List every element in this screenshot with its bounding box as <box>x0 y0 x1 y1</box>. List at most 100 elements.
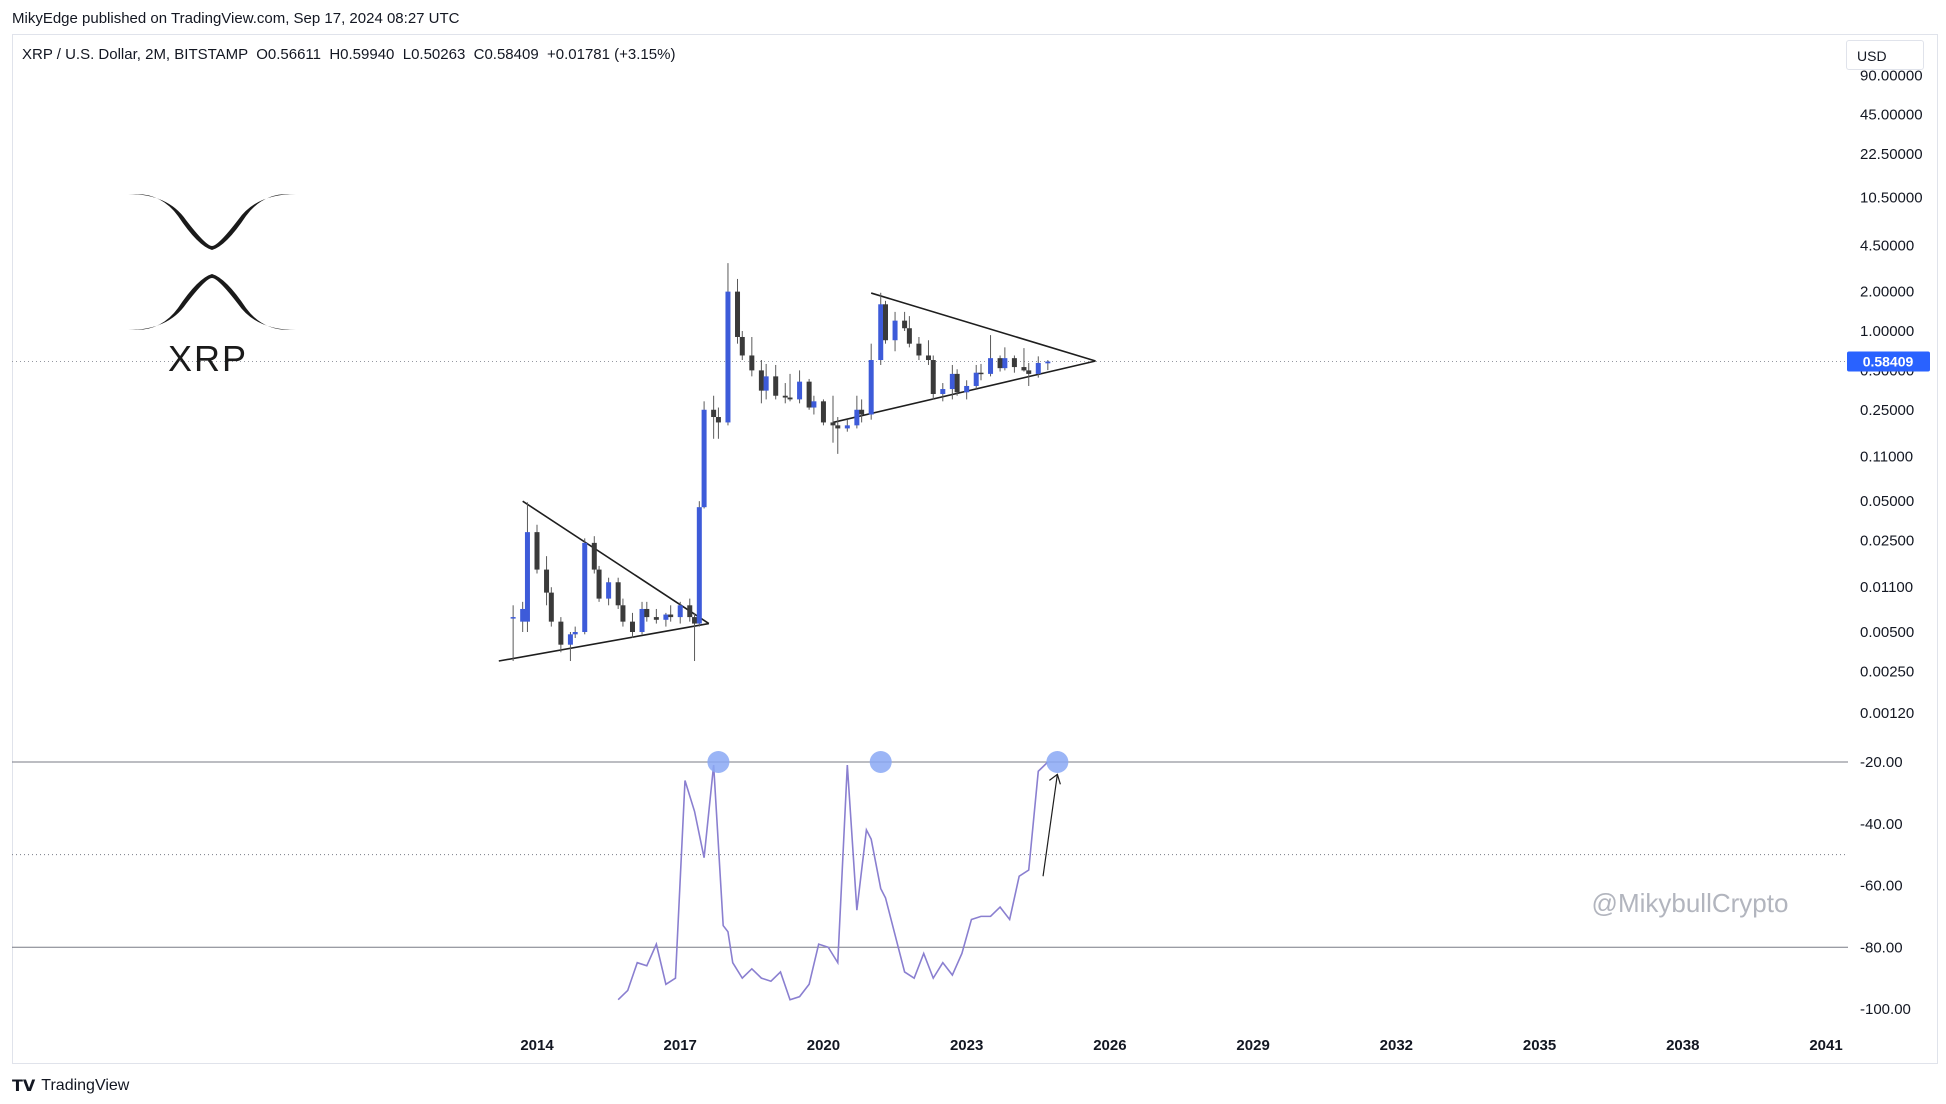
logo-text: XRP <box>168 338 248 379</box>
candle-up <box>663 614 669 620</box>
current-price-tag: 0.58409 <box>1847 351 1930 372</box>
time-tick-label: 2032 <box>1380 1037 1413 1054</box>
candle-up <box>725 291 731 423</box>
candle-down <box>925 355 931 361</box>
candle-up <box>510 617 516 619</box>
trendlines <box>498 292 1096 662</box>
osc-tick-label: -80.00 <box>1860 939 1903 956</box>
candle-down <box>629 621 635 632</box>
candle-down <box>916 343 922 356</box>
candle-up <box>677 605 683 618</box>
candle-up <box>940 389 946 394</box>
candle-up <box>844 425 850 429</box>
price-tick-label: 0.01100 <box>1860 579 1913 596</box>
candle-up <box>520 608 526 622</box>
projection-arrow-line <box>1042 774 1058 877</box>
candle-up <box>854 409 860 426</box>
candle-down <box>1011 358 1017 368</box>
price-tick-label: 22.50000 <box>1860 146 1923 163</box>
candle-up <box>811 401 817 408</box>
candle-down <box>758 370 764 391</box>
candle-down <box>773 376 779 396</box>
time-tick-label: 2020 <box>807 1037 840 1054</box>
candle-down <box>1021 367 1027 371</box>
time-axis: 2014 2017 2020 2023 2026 2029 2032 2035 2038 2041 <box>520 1037 1842 1054</box>
candle-down <box>835 425 841 429</box>
candle-down <box>902 320 908 329</box>
candle-up <box>567 634 573 645</box>
price-tick-label: 90.00000 <box>1860 67 1923 84</box>
candle-down <box>954 373 960 393</box>
candle-up <box>582 542 588 632</box>
currency-selector[interactable]: USD <box>1846 40 1924 70</box>
candle-down <box>692 617 698 624</box>
price-tick-label: 0.00500 <box>1860 624 1914 641</box>
time-tick-label: 2029 <box>1236 1037 1269 1054</box>
candle-down <box>596 569 602 599</box>
triangle-1-upper <box>522 500 710 625</box>
price-tick-label: 0.05000 <box>1860 493 1914 510</box>
candle-up <box>1045 361 1051 364</box>
price-tick-label: 0.25000 <box>1860 402 1914 419</box>
oscillator-line <box>617 761 1049 1001</box>
candle-up <box>696 507 702 624</box>
candle-up <box>1002 358 1008 369</box>
peak-marker <box>869 751 892 773</box>
candle-down <box>806 381 812 408</box>
candle-down <box>715 417 721 423</box>
price-tick-label: 4.50000 <box>1860 238 1914 255</box>
footer[interactable]: 𝗧𝗩 TradingView <box>12 1076 129 1096</box>
candle-up <box>797 381 803 400</box>
candle-up <box>892 320 898 341</box>
price-tick-label: 1.00000 <box>1860 323 1914 340</box>
candle-down <box>859 409 865 415</box>
candles <box>510 263 1051 662</box>
candle-down <box>997 358 1003 369</box>
price-tick-label: 0.00250 <box>1860 663 1914 680</box>
candle-up <box>949 373 955 390</box>
candle-down <box>644 608 650 618</box>
candle-down <box>749 355 755 371</box>
price-tick-label: 10.50000 <box>1860 189 1923 206</box>
candle-down <box>687 605 693 618</box>
time-tick-label: 2017 <box>664 1037 697 1054</box>
candle-down <box>615 582 621 606</box>
osc-tick-label: -100.00 <box>1860 1001 1911 1018</box>
time-tick-label: 2041 <box>1809 1037 1842 1054</box>
price-tag-bg <box>1847 351 1930 372</box>
candle-down <box>1026 370 1032 374</box>
candle-up <box>606 582 612 599</box>
price-tick-label: 2.00000 <box>1860 284 1914 301</box>
candle-down <box>978 372 984 375</box>
candle-down <box>668 614 674 618</box>
watermark: @MikybullCrypto <box>1592 888 1789 918</box>
time-tick-label: 2014 <box>520 1037 554 1054</box>
price-axis: 90.00000 45.00000 22.50000 10.50000 4.50000 2… <box>1860 67 1923 722</box>
candle-down <box>930 360 936 394</box>
candle-down <box>735 291 741 337</box>
price-tick-label: 0.02500 <box>1860 533 1914 550</box>
xrp-logo-icon: XRP <box>128 194 296 379</box>
osc-tick-label: -20.00 <box>1860 754 1903 771</box>
candle-down <box>830 422 836 426</box>
time-tick-label: 2023 <box>950 1037 983 1054</box>
projection-arrow-head <box>1049 773 1061 785</box>
candle-down <box>591 542 597 570</box>
candle-down <box>711 409 717 418</box>
published-info: MikyEdge published on TradingView.com, S… <box>12 10 460 27</box>
candle-down <box>653 617 659 620</box>
symbol-ohlc-line: XRP / U.S. Dollar, 2M, BITSTAMP O0.56611… <box>22 46 676 63</box>
chart-frame[interactable] <box>12 34 1938 1064</box>
candle-down <box>534 532 540 570</box>
candle-up <box>964 385 970 393</box>
candle-down <box>906 328 912 344</box>
triangle-1-lower <box>498 622 710 662</box>
triangle-2-upper <box>870 292 1096 362</box>
candle-down <box>782 395 788 398</box>
candle-down <box>558 621 564 645</box>
price-tick-label: 45.00000 <box>1860 107 1923 124</box>
footer-brand: TradingView <box>41 1077 130 1094</box>
candle-up <box>868 360 874 415</box>
candle-up <box>1035 362 1041 374</box>
